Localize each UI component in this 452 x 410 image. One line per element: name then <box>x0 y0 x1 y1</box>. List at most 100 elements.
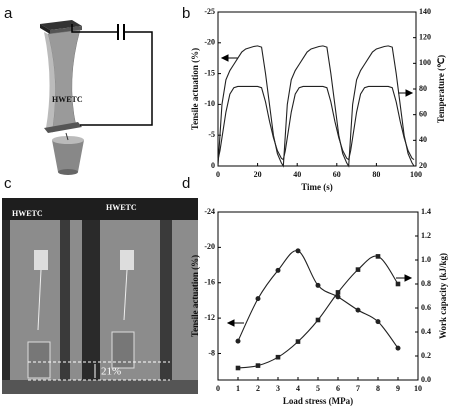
y-tick-label: -8 <box>208 348 215 357</box>
series-arrows <box>220 54 414 327</box>
point <box>355 267 361 272</box>
arrow-head <box>220 54 229 62</box>
series-line <box>217 45 415 168</box>
point <box>375 319 381 325</box>
x-axis-title: Time (s) <box>301 182 333 192</box>
point <box>255 363 261 368</box>
point <box>275 354 281 360</box>
panel-label: a <box>4 5 13 22</box>
x-tick-label: 9 <box>396 384 400 393</box>
weight <box>27 341 51 379</box>
arrow-head <box>405 89 414 97</box>
x-tick-label: 100 <box>410 170 422 179</box>
x-tick-label: 20 <box>254 170 262 179</box>
y-tick-label: -10 <box>204 99 215 108</box>
fit-curve <box>237 255 399 369</box>
top-clamp-front <box>50 26 82 34</box>
point <box>375 254 381 259</box>
wire-sample <box>123 269 128 321</box>
point <box>235 338 241 344</box>
y2-tick-label: 60 <box>419 109 427 118</box>
point <box>275 267 281 273</box>
panel-label: d <box>182 175 190 192</box>
y2-tick-label: 40 <box>419 135 427 144</box>
y2-tick-label: 1.0 <box>421 255 431 264</box>
y2-tick-label: 140 <box>419 7 431 16</box>
y-tick-label: -25 <box>204 7 215 16</box>
clip <box>120 250 134 270</box>
x-tick-label: 0 <box>216 170 220 179</box>
y-axis-title: Tensile actuation (%) <box>190 255 200 337</box>
y-tick-label: -12 <box>204 313 215 322</box>
weight <box>111 331 135 369</box>
point <box>335 290 341 295</box>
y2-tick-label: 1.2 <box>421 231 431 240</box>
photo-floor <box>2 380 198 394</box>
point <box>295 339 301 344</box>
arrow-head <box>404 274 413 282</box>
x-tick-label: 80 <box>372 170 380 179</box>
y2-tick-label: 100 <box>419 58 431 67</box>
plot-frame <box>217 211 419 381</box>
weight-base <box>52 140 84 172</box>
photo-bar <box>2 220 10 394</box>
photo-bar <box>160 220 172 394</box>
hook <box>65 132 69 141</box>
y2-tick-label: 0.2 <box>421 351 431 360</box>
photo-label: HWETC <box>12 209 43 218</box>
x-axis-title: Load stress (MPa) <box>283 396 353 406</box>
x-tick-label: 7 <box>356 384 360 393</box>
photo-bar <box>60 220 70 394</box>
strain-annotation: 21% <box>101 366 121 378</box>
y2-tick-label: 80 <box>419 84 427 93</box>
x-tick-label: 60 <box>333 170 341 179</box>
y-tick-label: -24 <box>204 207 215 216</box>
y-axis-title: Tensile actuation (%) <box>190 48 200 130</box>
y2-tick-label: 0.6 <box>421 303 431 312</box>
device-label: HWETC <box>52 95 83 104</box>
x-tick-label: 6 <box>336 384 340 393</box>
weight-bottom <box>58 169 78 175</box>
x-tick-label: 40 <box>293 170 301 179</box>
point <box>235 365 241 371</box>
y2-tick-label: 120 <box>419 32 431 41</box>
y2-tick-label: 20 <box>419 161 427 170</box>
point <box>255 296 261 302</box>
point <box>315 317 321 323</box>
arrow-head <box>226 319 235 327</box>
point <box>395 281 401 287</box>
point <box>315 282 321 288</box>
y2-axis-title: Work capacity (kJ/kg) <box>438 253 448 339</box>
top-clamp <box>40 20 82 30</box>
y2-tick-label: 0.4 <box>421 327 431 336</box>
series-line <box>217 85 415 161</box>
y-tick-label: -20 <box>204 38 215 47</box>
photo-label: HWETC <box>106 203 137 212</box>
x-tick-label: 2 <box>256 384 260 393</box>
photo-bar <box>82 220 100 394</box>
x-tick-label: 3 <box>276 384 280 393</box>
y-tick-label: -20 <box>204 242 215 251</box>
x-tick-label: 10 <box>414 384 422 393</box>
x-tick-label: 1 <box>236 384 240 393</box>
plot-frame <box>217 11 417 167</box>
panel-label: b <box>182 5 190 22</box>
x-tick-label: 0 <box>216 384 220 393</box>
x-tick-label: 5 <box>316 384 320 393</box>
top-clamp-side <box>40 24 50 34</box>
bottom-clamp <box>44 122 82 133</box>
y-tick-label: -16 <box>204 278 215 287</box>
y2-axis-title: Temperature (℃) <box>436 55 446 123</box>
wire <box>80 31 153 126</box>
strip-side <box>44 32 56 132</box>
x-tick-label: 4 <box>296 384 300 393</box>
photo-band <box>2 198 198 220</box>
point <box>395 345 401 351</box>
device-diagram: HWETC <box>40 20 153 175</box>
y2-tick-label: 0.0 <box>421 375 431 384</box>
wire <box>71 24 118 33</box>
x-tick-label: 8 <box>376 384 380 393</box>
fit-curve <box>237 250 399 349</box>
y2-tick-label: 0.8 <box>421 279 431 288</box>
